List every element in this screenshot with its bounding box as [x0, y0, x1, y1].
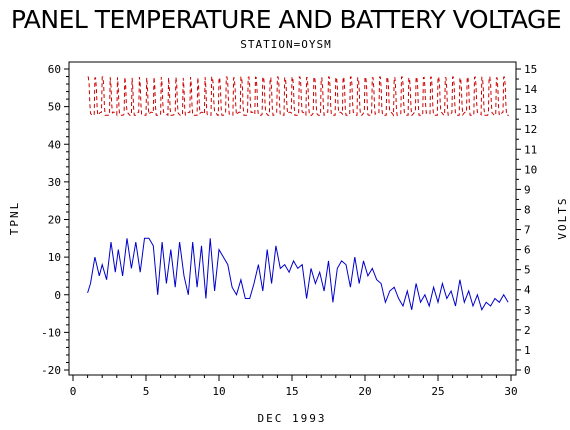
y-axis-label-right: VOLTS: [556, 196, 569, 239]
x-tick-label: 30: [504, 385, 517, 398]
left-tick-label: 60: [48, 63, 61, 76]
x-tick-label: 0: [70, 385, 77, 398]
right-tick-label: 11: [524, 143, 537, 156]
tpnl-series-line: [87, 237, 509, 312]
right-tick-label: 2: [524, 324, 531, 337]
right-tick-label: 3: [524, 304, 531, 317]
x-tick-label: 5: [143, 385, 150, 398]
right-tick-label: 10: [524, 163, 537, 176]
right-tick-label: 8: [524, 203, 531, 216]
right-tick-label: 14: [524, 83, 538, 96]
right-tick-label: 12: [524, 123, 537, 136]
left-tick-label: 50: [48, 101, 61, 114]
right-tick-label: 0: [524, 364, 531, 377]
series-layer: [87, 76, 509, 312]
left-tick-label: -20: [41, 364, 61, 377]
x-axis-label: DEC 1993: [258, 412, 327, 425]
left-axis: -20 -10 0 10 20 30 40 50 60: [41, 63, 69, 377]
right-tick-label: 4: [524, 284, 531, 297]
right-tick-label: 7: [524, 224, 531, 237]
chart-title: PANEL TEMPERATURE AND BATTERY VOLTAGE: [11, 5, 561, 34]
left-tick-label: 10: [48, 251, 61, 264]
left-tick-label: 30: [48, 176, 61, 189]
right-tick-label: 5: [524, 264, 531, 277]
right-tick-label: 13: [524, 103, 537, 116]
right-tick-label: 9: [524, 183, 531, 196]
left-tick-label: 0: [54, 289, 61, 302]
x-tick-label: 10: [212, 385, 225, 398]
x-tick-label: 20: [358, 385, 371, 398]
x-tick-label: 25: [431, 385, 444, 398]
y-axis-label-left: TPNL: [8, 201, 21, 236]
right-tick-label: 15: [524, 63, 537, 76]
plot-frame: [68, 61, 517, 376]
right-tick-label: 6: [524, 244, 531, 257]
left-tick-label: 40: [48, 138, 61, 151]
volts-series-line: [87, 76, 509, 117]
right-tick-label: 1: [524, 344, 531, 357]
chart-subtitle: STATION=OYSM: [240, 38, 331, 51]
left-tick-label: -10: [41, 326, 61, 339]
x-axis: 0 5 10 15 20 25 30: [70, 375, 518, 398]
left-tick-label: 20: [48, 214, 61, 227]
x-tick-label: 15: [285, 385, 298, 398]
